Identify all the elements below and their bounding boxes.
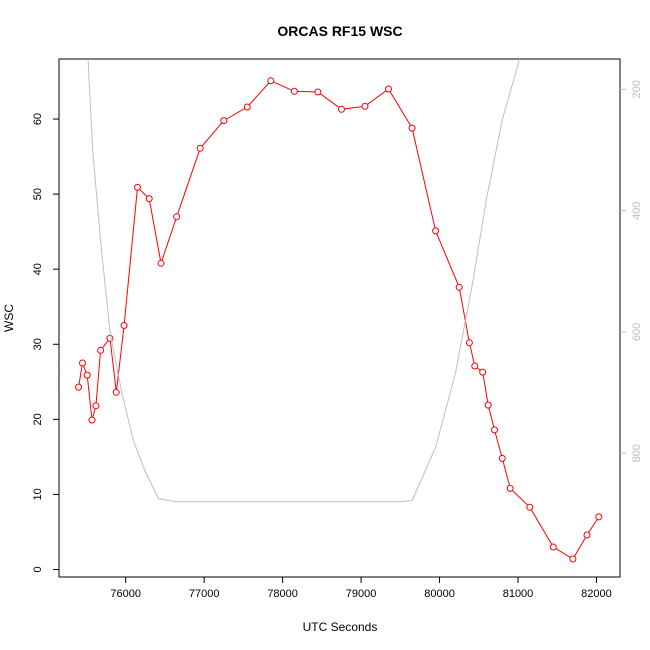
series-layer xyxy=(75,59,603,563)
y2-axis: 200 400 600 800 xyxy=(620,80,643,462)
secondary-series-line xyxy=(87,59,521,503)
data-point xyxy=(290,87,298,95)
y-tick-label: 60 xyxy=(32,113,44,125)
y-tick-label: 20 xyxy=(32,413,44,425)
x-tick-label: 76000 xyxy=(110,588,141,600)
x-tick-label: 81000 xyxy=(503,588,534,600)
data-point xyxy=(465,339,473,347)
y-axis-label: WSC xyxy=(2,304,16,332)
data-point xyxy=(385,85,392,93)
y-tick-label: 40 xyxy=(32,263,44,275)
data-point xyxy=(484,401,492,409)
data-point xyxy=(97,346,105,354)
x-tick-label: 80000 xyxy=(424,588,455,600)
data-point xyxy=(79,359,86,367)
data-point xyxy=(506,484,514,492)
x-tick-label: 79000 xyxy=(346,588,377,600)
data-point xyxy=(408,124,416,132)
data-point xyxy=(88,416,96,424)
data-point xyxy=(526,503,534,511)
x-tick-label: 82000 xyxy=(581,588,612,600)
data-point xyxy=(595,513,603,521)
y2-tick-label: 800 xyxy=(631,444,643,462)
y-tick-label: 50 xyxy=(32,188,44,200)
data-point xyxy=(338,105,345,113)
data-point xyxy=(92,402,100,410)
data-point xyxy=(471,362,479,370)
plot-frame xyxy=(58,58,621,578)
data-point xyxy=(432,227,440,235)
y2-tick-label: 200 xyxy=(631,80,643,98)
data-point xyxy=(243,103,251,111)
data-point xyxy=(157,259,165,267)
y2-tick-label: 600 xyxy=(631,323,643,341)
data-point xyxy=(120,322,128,329)
y2-tick-label: 400 xyxy=(631,201,643,219)
x-tick-label: 78000 xyxy=(267,588,298,600)
y-tick-label: 0 xyxy=(32,566,44,572)
data-point xyxy=(479,368,487,376)
y-axis: 0 10 20 30 40 50 60 xyxy=(32,113,59,573)
data-point xyxy=(361,102,369,110)
data-point xyxy=(83,371,91,379)
data-point xyxy=(267,77,275,85)
data-point xyxy=(75,383,83,391)
data-point xyxy=(455,283,463,291)
data-point xyxy=(569,555,577,563)
data-point xyxy=(112,388,120,396)
y-tick-label: 30 xyxy=(32,338,44,350)
x-tick-label: 77000 xyxy=(189,588,220,600)
chart-title: ORCAS RF15 WSC xyxy=(277,23,402,39)
data-point xyxy=(549,543,557,551)
x-axis: 76000 77000 78000 79000 80000 81000 82000 xyxy=(110,577,612,600)
x-axis-label: UTC Seconds xyxy=(303,620,378,634)
data-point xyxy=(314,88,322,96)
wsc-series-line xyxy=(78,80,600,560)
data-point xyxy=(220,117,228,125)
data-point xyxy=(173,213,181,221)
data-point xyxy=(498,454,506,462)
data-point xyxy=(583,531,591,539)
y-tick-label: 10 xyxy=(32,488,44,500)
data-point xyxy=(196,144,204,152)
data-point xyxy=(491,426,498,434)
data-point xyxy=(134,183,141,191)
data-point xyxy=(145,195,153,203)
